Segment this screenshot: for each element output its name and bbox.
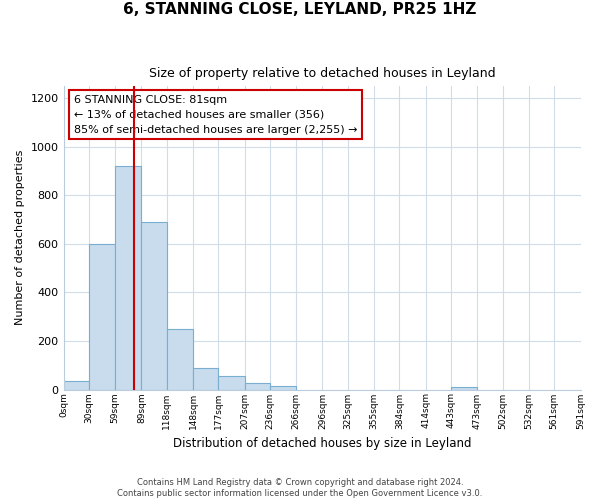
X-axis label: Distribution of detached houses by size in Leyland: Distribution of detached houses by size … xyxy=(173,437,471,450)
Text: 6, STANNING CLOSE, LEYLAND, PR25 1HZ: 6, STANNING CLOSE, LEYLAND, PR25 1HZ xyxy=(124,2,476,18)
Bar xyxy=(451,387,477,390)
Bar xyxy=(245,384,270,390)
Bar xyxy=(193,368,218,390)
Bar xyxy=(142,222,167,390)
Text: 6 STANNING CLOSE: 81sqm
← 13% of detached houses are smaller (356)
85% of semi-d: 6 STANNING CLOSE: 81sqm ← 13% of detache… xyxy=(74,95,358,134)
Bar xyxy=(270,386,296,390)
Y-axis label: Number of detached properties: Number of detached properties xyxy=(15,150,25,326)
Bar xyxy=(218,376,245,390)
Bar xyxy=(167,329,193,390)
Bar xyxy=(115,166,142,390)
Title: Size of property relative to detached houses in Leyland: Size of property relative to detached ho… xyxy=(149,68,496,80)
Text: Contains HM Land Registry data © Crown copyright and database right 2024.
Contai: Contains HM Land Registry data © Crown c… xyxy=(118,478,482,498)
Bar xyxy=(64,380,89,390)
Bar xyxy=(89,244,115,390)
